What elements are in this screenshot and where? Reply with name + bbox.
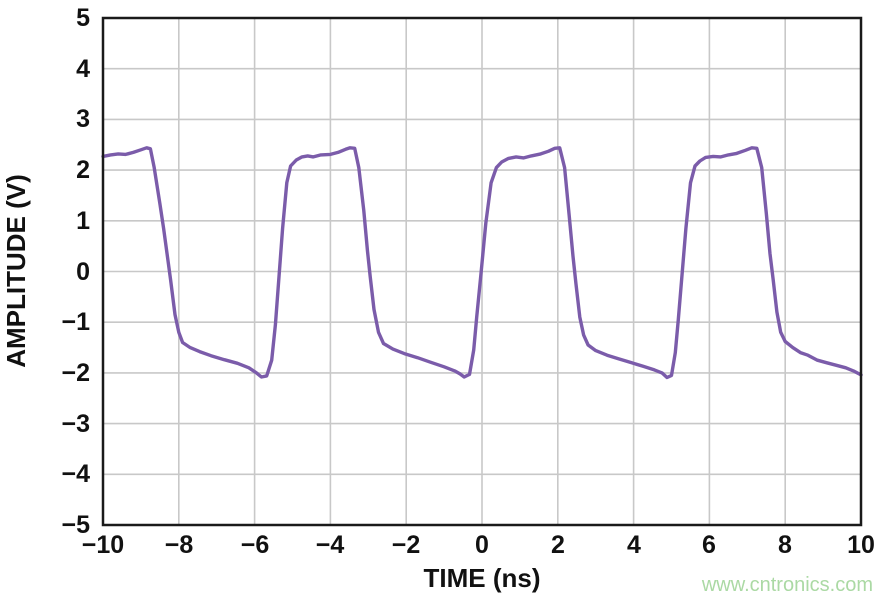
y-tick-label: −4 xyxy=(61,460,90,488)
watermark-text: www.cntronics.com xyxy=(701,574,873,596)
waveform-trace xyxy=(101,146,863,380)
y-tick-label: 2 xyxy=(76,156,90,184)
x-tick-label: −10 xyxy=(81,531,125,559)
x-tick-label: −8 xyxy=(164,531,194,559)
x-tick-label: 2 xyxy=(551,531,565,559)
y-tick-label: −5 xyxy=(61,511,90,539)
x-tick-label: −6 xyxy=(240,531,270,559)
y-tick-label: 5 xyxy=(76,4,90,32)
x-tick-label: 8 xyxy=(778,531,792,559)
x-tick-label: −4 xyxy=(315,531,345,559)
y-tick-label: 1 xyxy=(76,207,90,235)
y-tick-label: −1 xyxy=(61,308,90,336)
x-tick-label: 6 xyxy=(702,531,716,559)
y-tick-label: −2 xyxy=(61,359,90,387)
x-tick-label: 10 xyxy=(847,531,875,559)
x-tick-label: 0 xyxy=(475,531,489,559)
y-tick-label: −3 xyxy=(61,410,90,438)
x-axis-title: TIME (ns) xyxy=(423,563,541,593)
x-tick-label: 4 xyxy=(627,531,641,559)
y-tick-label: 3 xyxy=(76,105,90,133)
x-tick-label: −2 xyxy=(391,531,421,559)
y-tick-label: 4 xyxy=(76,55,90,83)
plot-frame xyxy=(101,16,863,527)
y-tick-label: 0 xyxy=(76,258,90,286)
